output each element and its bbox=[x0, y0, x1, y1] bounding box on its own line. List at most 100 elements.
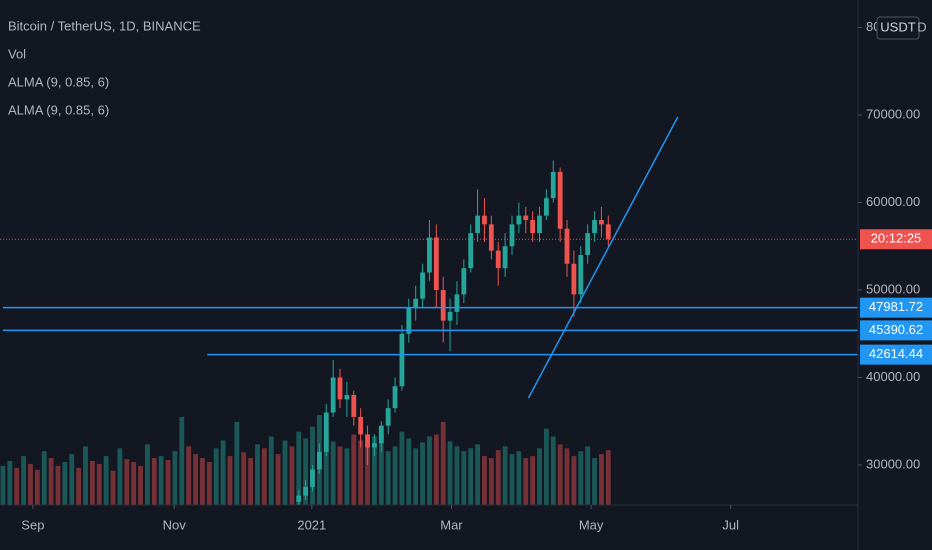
candle-body bbox=[557, 171, 563, 229]
volume-bar bbox=[124, 459, 130, 505]
volume-bar bbox=[461, 451, 467, 505]
volume-bar bbox=[117, 448, 123, 505]
candle-body bbox=[296, 495, 302, 502]
trend-line bbox=[527, 116, 679, 399]
volume-bar bbox=[241, 452, 247, 505]
resolution: D bbox=[917, 19, 926, 34]
volume-bar bbox=[48, 458, 54, 505]
candle-body bbox=[351, 395, 357, 417]
y-tick-label: 40000.00 bbox=[866, 369, 920, 384]
volume-bar bbox=[399, 431, 405, 505]
candle-body bbox=[454, 294, 460, 312]
candle-body bbox=[365, 434, 370, 448]
volume-bar bbox=[420, 442, 425, 505]
volume-bar bbox=[323, 436, 329, 505]
volume-bar bbox=[488, 458, 494, 505]
currency-box bbox=[876, 16, 920, 40]
volume-bar bbox=[55, 465, 61, 505]
volume-bar bbox=[468, 448, 474, 505]
candle-body bbox=[564, 228, 570, 264]
volume-bar bbox=[550, 436, 556, 505]
volume-bar bbox=[255, 444, 260, 505]
x-tick-label: Sep bbox=[21, 517, 44, 532]
volume-bar bbox=[220, 440, 226, 505]
level-box bbox=[860, 344, 932, 365]
volume-bar bbox=[427, 436, 432, 505]
candle-body bbox=[433, 237, 439, 291]
volume-bar bbox=[592, 458, 597, 505]
volume-bar bbox=[7, 460, 13, 505]
candle-body bbox=[550, 171, 556, 199]
candle-body bbox=[406, 307, 412, 334]
candle-body bbox=[316, 451, 322, 470]
level-box bbox=[860, 320, 932, 341]
volume-bar bbox=[110, 470, 116, 505]
countdown: 20:12:25 bbox=[871, 231, 922, 246]
volume-bar bbox=[151, 458, 157, 505]
volume-bar bbox=[571, 456, 577, 505]
volume-bar bbox=[83, 446, 88, 505]
volume-bar bbox=[0, 465, 6, 505]
volume-bar bbox=[413, 448, 419, 505]
volume-bar bbox=[537, 448, 542, 505]
candle-body bbox=[488, 224, 494, 251]
currency: USDT bbox=[880, 19, 915, 34]
candle-body bbox=[605, 224, 611, 240]
volume-bar bbox=[303, 438, 309, 505]
candle-body bbox=[495, 250, 501, 269]
volume-bar bbox=[365, 444, 370, 505]
x-tick-label: Nov bbox=[163, 517, 187, 532]
candle-body bbox=[447, 311, 453, 321]
plot-area bbox=[0, 116, 858, 505]
volume-bar bbox=[213, 448, 219, 505]
volume-bar bbox=[200, 458, 205, 505]
candle-body bbox=[502, 246, 508, 269]
volume-bar bbox=[475, 444, 481, 505]
level-label: 45390.62 bbox=[869, 322, 923, 337]
candle-body bbox=[571, 263, 577, 295]
volume-bar bbox=[28, 463, 33, 505]
volume-bar bbox=[282, 440, 288, 505]
volume-bar bbox=[289, 446, 295, 505]
candle-body bbox=[330, 377, 336, 413]
candle-body bbox=[530, 220, 536, 234]
candle-body bbox=[310, 469, 315, 487]
volume-bar bbox=[585, 446, 591, 505]
volume-bar bbox=[62, 461, 68, 505]
volume-bar bbox=[14, 467, 20, 505]
volume-bar bbox=[138, 465, 143, 505]
volume-bar bbox=[337, 446, 343, 505]
volume-bar bbox=[495, 450, 501, 505]
x-tick-label: Jul bbox=[722, 517, 739, 532]
volume-bar bbox=[351, 434, 357, 505]
candle-body bbox=[413, 298, 419, 308]
volume-bar bbox=[509, 454, 515, 505]
volume-bar bbox=[158, 456, 164, 505]
x-tick-label: 2021 bbox=[297, 517, 326, 532]
chart-title: Bitcoin / TetherUS, 1D, BINANCE bbox=[8, 18, 201, 33]
volume-bar bbox=[392, 446, 398, 505]
volume-bar bbox=[385, 451, 391, 505]
y-tick-label: 60000.00 bbox=[866, 194, 920, 209]
candle-body bbox=[358, 416, 364, 435]
volume-bar bbox=[96, 463, 102, 505]
volume-bar bbox=[605, 450, 611, 505]
volume-bar bbox=[440, 421, 446, 505]
candle-body bbox=[537, 215, 542, 234]
volume-bar bbox=[330, 441, 336, 505]
countdown-box bbox=[860, 229, 932, 250]
volume-bar bbox=[578, 451, 584, 505]
candle-body bbox=[516, 215, 522, 225]
level-box bbox=[860, 297, 932, 318]
volume-bar bbox=[599, 454, 604, 505]
candle-body bbox=[523, 215, 529, 221]
x-tick-label: Mar bbox=[440, 517, 463, 532]
volume-bar bbox=[69, 454, 75, 505]
candle-body bbox=[509, 224, 515, 247]
candle-body bbox=[337, 377, 343, 400]
volume-bar bbox=[406, 438, 412, 505]
y-tick-label: 70000.00 bbox=[866, 106, 920, 121]
candle-body bbox=[468, 233, 474, 269]
volume-bar bbox=[227, 456, 233, 505]
candle-body bbox=[372, 443, 377, 448]
